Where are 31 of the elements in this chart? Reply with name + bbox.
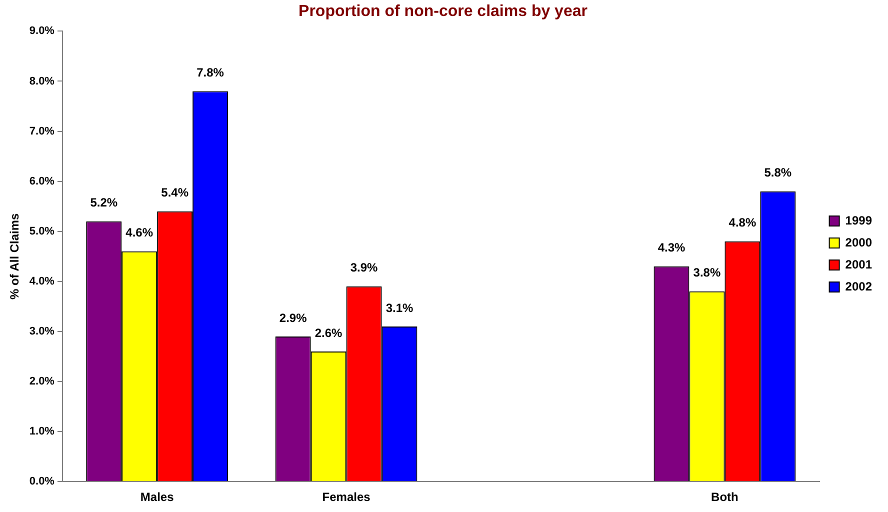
data-label: 3.9% — [350, 260, 378, 275]
data-label: 4.8% — [728, 216, 756, 230]
legend-label: 1999 — [845, 213, 872, 228]
x-tick-label: Both — [711, 490, 738, 504]
data-label: 2.6% — [314, 326, 343, 340]
data-label: 3.1% — [386, 300, 414, 315]
data-label: 3.8% — [693, 266, 721, 280]
chart-title: Proportion of non-core claims by year — [298, 3, 588, 20]
data-label: 5.8% — [764, 166, 792, 180]
data-label: 4.6% — [126, 226, 154, 240]
data-label: 5.2% — [90, 196, 118, 210]
x-tick-label: Females — [322, 490, 371, 504]
legend-label: 2000 — [845, 235, 872, 250]
legend-label: 2001 — [845, 257, 872, 272]
y-tick-label: 6.0% — [29, 175, 55, 188]
y-tick-label: 2.0% — [29, 376, 55, 388]
x-tick-label: Males — [140, 490, 174, 504]
data-label: 2.9% — [279, 310, 308, 325]
y-tick-label: 4.0% — [29, 275, 55, 288]
y-tick-label: 9.0% — [29, 25, 55, 38]
y-tick-label: 3.0% — [29, 326, 55, 338]
y-tick-label: 7.0% — [29, 125, 55, 138]
y-axis-title: % of All Claims — [8, 212, 22, 300]
data-label: 7.8% — [196, 66, 224, 80]
y-tick-label: 0.0% — [29, 476, 55, 488]
y-tick-label: 8.0% — [29, 75, 55, 88]
data-label: 5.4% — [161, 186, 189, 200]
data-label: 4.3% — [658, 240, 686, 255]
y-tick-label: 5.0% — [29, 225, 55, 238]
y-tick-label: 1.0% — [29, 426, 55, 438]
legend-label: 2002 — [845, 279, 872, 294]
